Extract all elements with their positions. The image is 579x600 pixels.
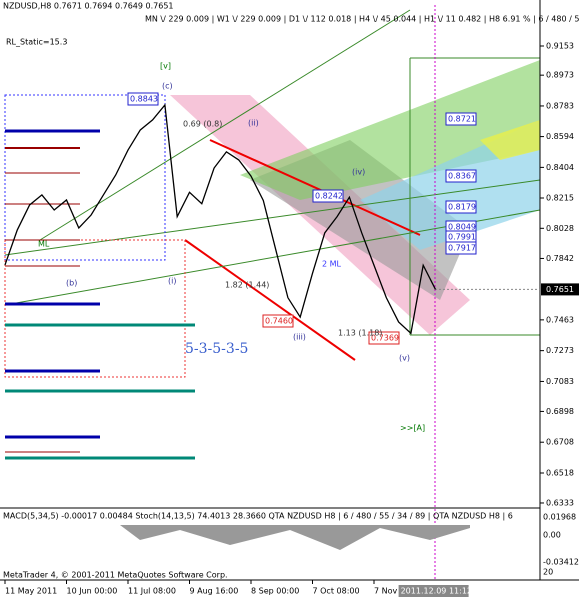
annotation: [v] [160, 62, 171, 71]
y-tick-label: 0.7083 [546, 377, 574, 386]
y-tick-label: 0.8215 [546, 194, 574, 203]
current-price-box [541, 283, 579, 296]
wave-count: 5-3-5-3-5 [185, 341, 248, 357]
annotation: >>[A] [400, 424, 425, 433]
y-tick-label: 0.7463 [546, 315, 574, 324]
price-box-label: 0.7991 [448, 233, 476, 242]
y-tick-label: 0.7842 [546, 254, 574, 263]
annotation: 0.69 (0.8) [183, 120, 222, 129]
x-tick-label: 7 Oct 08:00 [313, 587, 360, 596]
y-tick-label: 0.6898 [546, 407, 574, 416]
annotation: (ii) [248, 119, 259, 128]
x-tick-label: 10 Jun 00:00 [67, 587, 118, 596]
annotation: (iv) [352, 168, 365, 177]
chart-title: NZDUSD,H8 0.7671 0.7694 0.7649 0.7651 [3, 2, 174, 11]
y-tick-label: 0.8783 [546, 101, 574, 110]
current-price-label: 0.7651 [546, 285, 574, 294]
price-box [445, 112, 477, 126]
price-box-label: 0.8721 [448, 115, 476, 124]
price-box-label: 0.8179 [448, 203, 476, 212]
macd-histogram [60, 525, 470, 550]
annotation: 1.13 (1.18) [338, 329, 382, 338]
annotation: (iii) [293, 333, 306, 342]
x-tick-label: 9 Aug 16:00 [190, 587, 239, 596]
y-tick-label: 0.8594 [546, 132, 574, 141]
annotation: ML [38, 240, 50, 249]
time-marker-box [398, 585, 469, 597]
price-box-label: 0.8367 [448, 172, 476, 181]
price-box [127, 92, 159, 106]
time-marker: 2011.12.09 11:12 [401, 587, 472, 596]
price-line [4, 103, 437, 335]
y-tick-label: 0.6708 [546, 438, 574, 447]
y-tick-label: 0.6333 [546, 498, 574, 507]
y-tick-label: 0.8973 [546, 71, 574, 80]
price-box [445, 241, 477, 255]
macd-axis-label: 20 [543, 568, 553, 577]
y-tick-label: 0.7273 [546, 346, 574, 355]
indicator-label: RL_Static=15.3 [6, 38, 67, 47]
annotation: (i) [168, 277, 176, 286]
footer: MetaTrader 4, © 2001-2011 MetaQuotes Sof… [3, 571, 228, 580]
x-tick-label: 11 May 2011 [5, 587, 57, 596]
annotation: (c) [162, 82, 173, 91]
price-box-label: 0.8049 [448, 223, 476, 232]
x-tick-label: 7 Nov 1 [374, 587, 405, 596]
price-box-label: 0.7460 [265, 317, 293, 326]
price-box-label: 0.8242 [315, 192, 343, 201]
x-tick-label: 11 Jul 08:00 [128, 587, 176, 596]
price-box [368, 331, 400, 345]
price-box-label: 0.7917 [448, 244, 476, 253]
y-tick-label: 0.8404 [546, 163, 574, 172]
y-tick-label: 0.6518 [546, 468, 574, 477]
annotation: (v) [399, 354, 410, 363]
annotation: 2 ML [322, 260, 342, 269]
price-box [445, 169, 477, 183]
macd-axis-label: 0.01968 [543, 513, 576, 522]
annotation: (b) [66, 279, 77, 288]
price-box [262, 314, 294, 328]
decorations [4, 5, 541, 580]
price-box [445, 200, 477, 214]
macd-axis-label: 0.00 [543, 531, 561, 540]
price-box-label: 0.8843 [130, 95, 158, 104]
price-box [312, 189, 344, 203]
x-tick-label: 8 Sep 00:00 [251, 587, 299, 596]
annotation: 1.82 (1.44) [225, 281, 269, 290]
y-tick-label: 0.8028 [546, 224, 574, 233]
macd-axis-label: -0.03412 [543, 558, 579, 567]
subtitle: MN \/ 229 0.009 | W1 \/ 229 0.009 | D1 \… [145, 15, 579, 24]
y-tick-label: 0.9153 [546, 41, 574, 50]
macd-label: MACD(5,34,5) -0.00017 0.00484 Stoch(14,1… [3, 512, 513, 521]
price-box-label: 0.7369 [371, 334, 399, 343]
